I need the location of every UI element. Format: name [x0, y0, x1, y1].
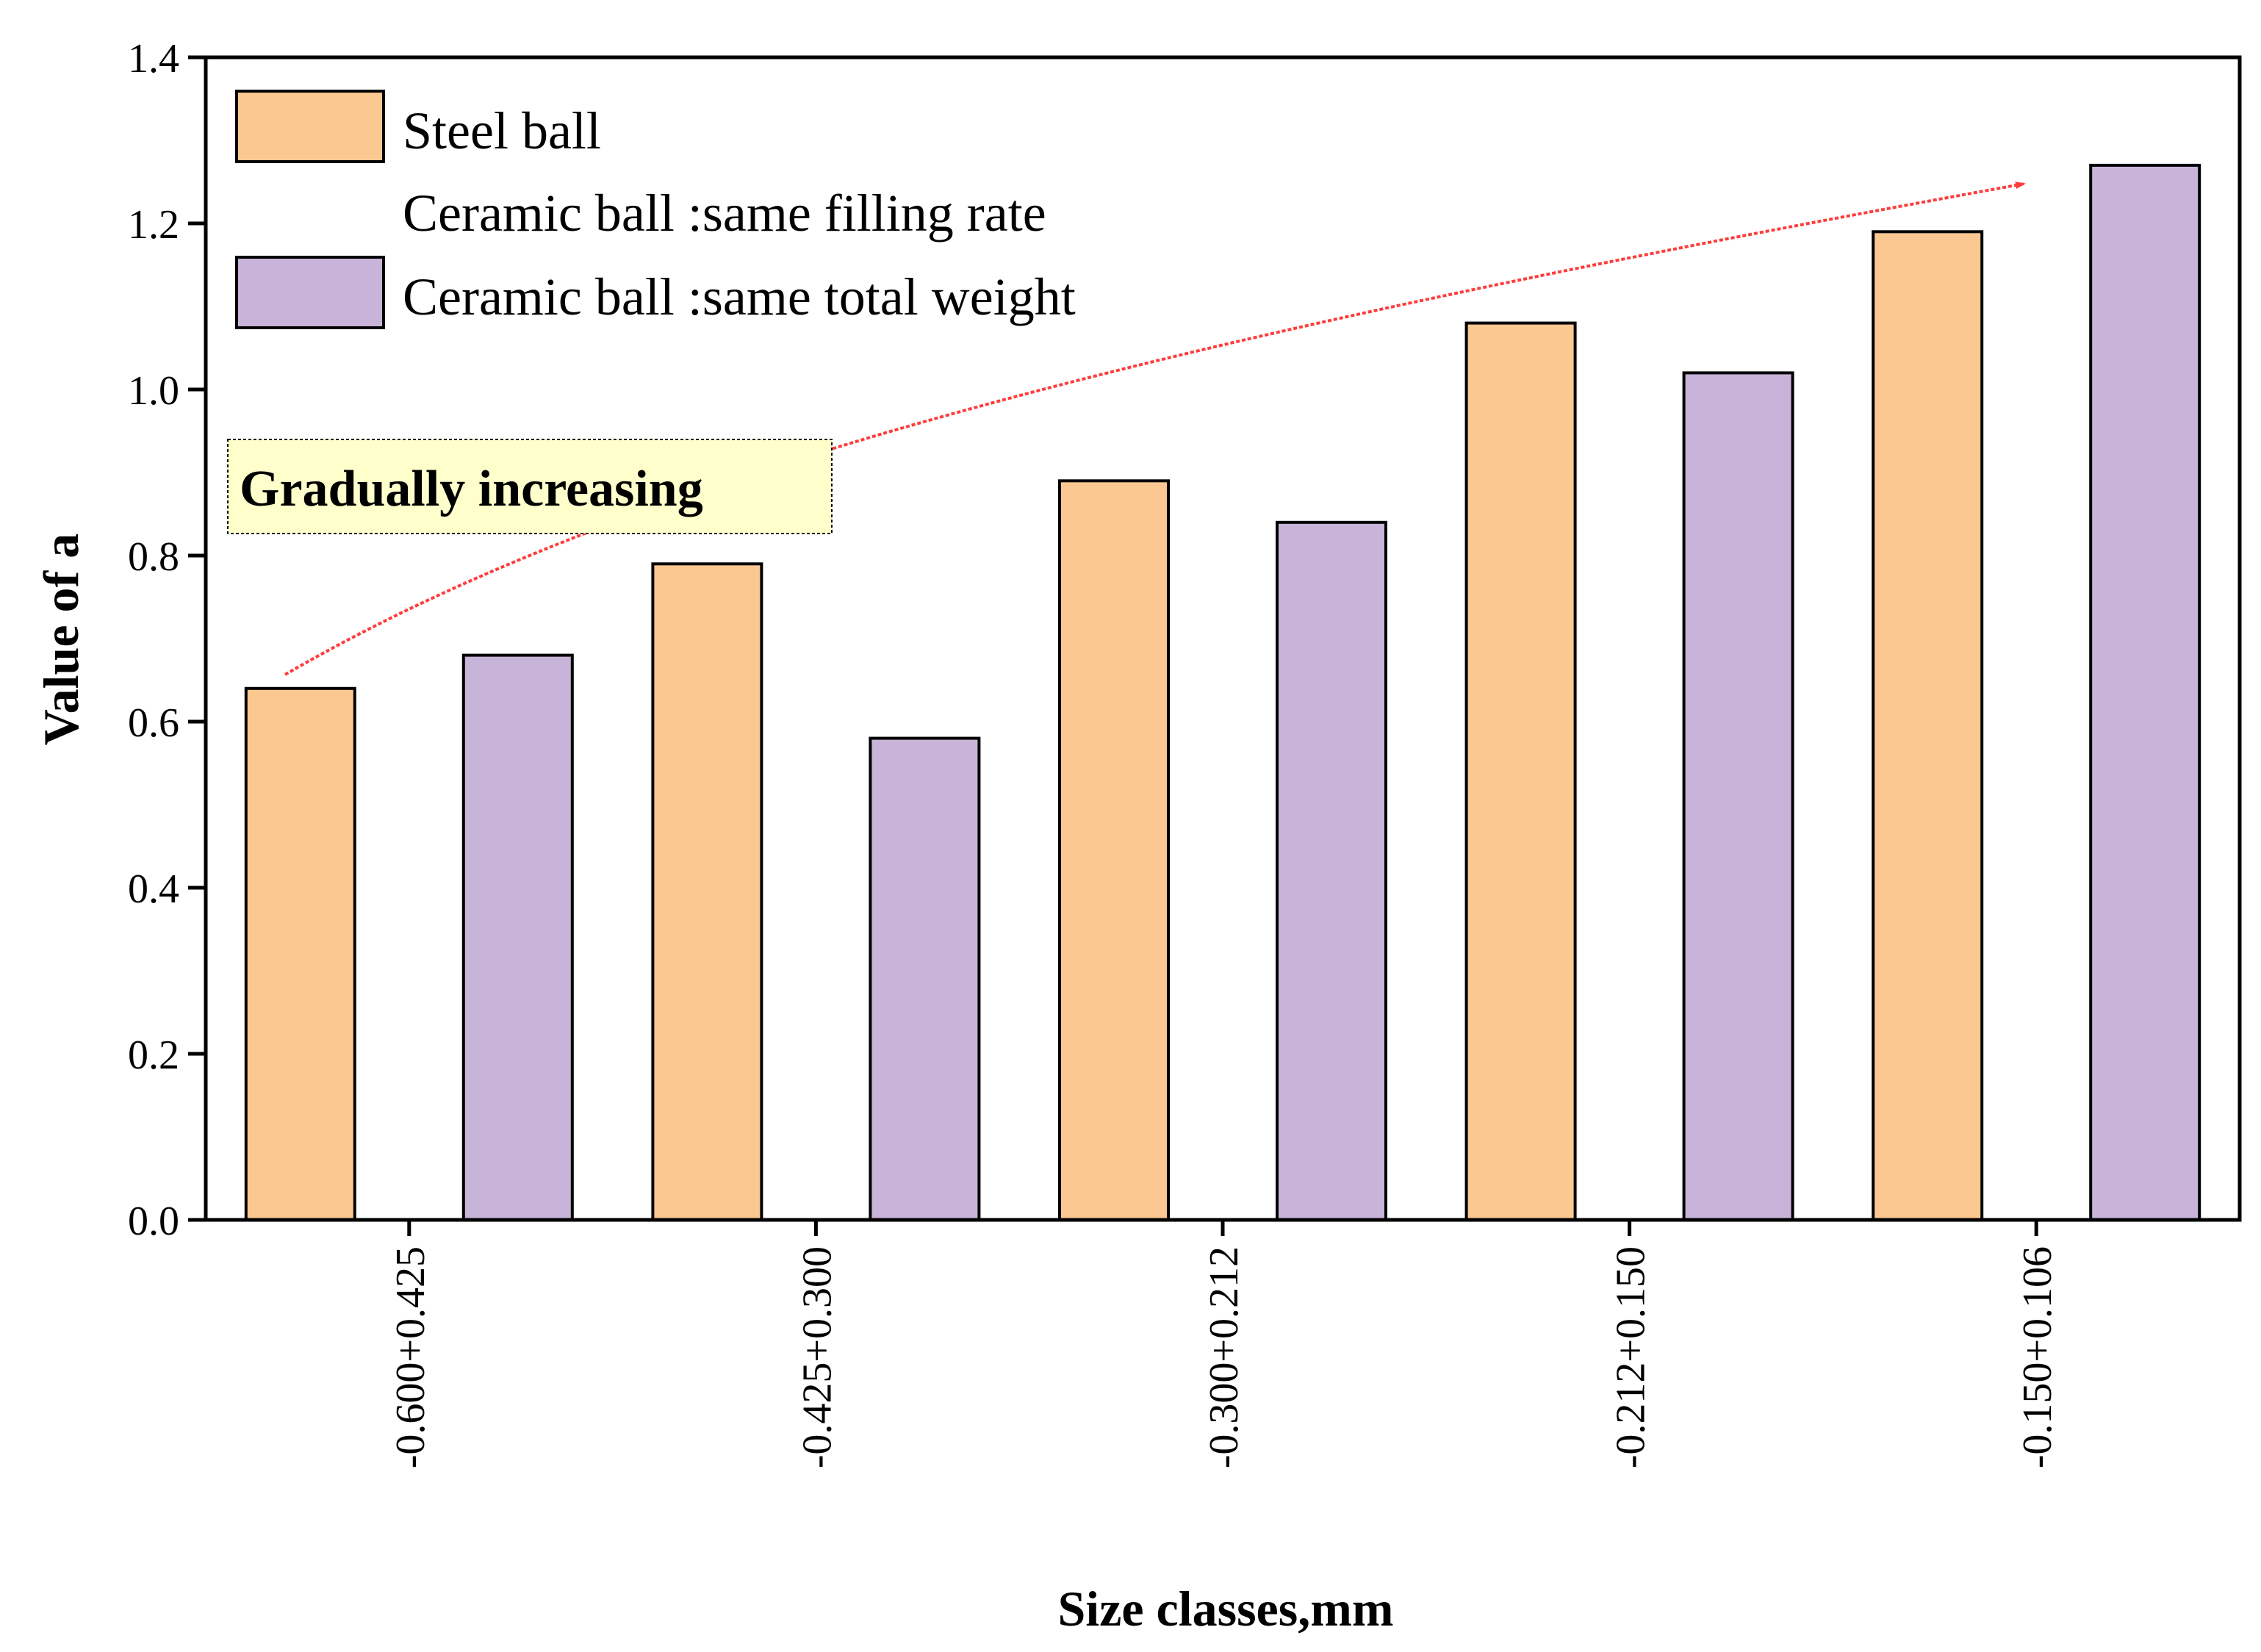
y-tick-label: 0.4 [128, 866, 179, 912]
legend-swatch-steel-ball [235, 90, 385, 163]
legend-label-ceramic-filling-rate: Ceramic ball :same filling rate [403, 184, 1046, 243]
y-tick-label: 0.8 [128, 534, 179, 580]
annotation-box [227, 439, 833, 534]
x-category-label: -0.600+0.425 [388, 1246, 434, 1468]
legend-label-steel-ball: Steel ball [403, 101, 601, 160]
bar-steel-ball-4 [1872, 230, 1984, 1221]
x-category-label: -0.300+0.212 [1201, 1246, 1247, 1468]
y-axis-title: Value of a [33, 534, 89, 745]
x-category-label: -0.425+0.300 [794, 1246, 840, 1468]
y-tick-label: 0.0 [128, 1199, 179, 1244]
y-tick-label: 1.2 [128, 202, 179, 248]
legend-swatch-ceramic-total-weight [235, 256, 385, 329]
y-tick-label: 1.0 [128, 368, 179, 414]
legend-label-ceramic-total-weight: Ceramic ball :same total weight [403, 267, 1076, 326]
legend: Steel ball Ceramic ball :same filling ra… [235, 90, 1076, 329]
annotation-text: Gradually increasing [240, 461, 703, 517]
bar-ceramic-total-weight-1 [869, 736, 981, 1221]
trend-arrow [284, 182, 2026, 676]
bar-steel-ball-1 [651, 562, 763, 1221]
bar-ceramic-total-weight-2 [1276, 520, 1387, 1221]
x-axis-ticks: -0.600+0.425 -0.425+0.300 -0.300+0.212 -0.2… [388, 1220, 2060, 1468]
bar-steel-ball-3 [1464, 321, 1577, 1222]
y-tick-label: 1.4 [128, 36, 179, 82]
x-axis-title: Size classes,mm [1057, 1581, 1393, 1637]
bar-ceramic-total-weight-0 [461, 653, 574, 1221]
y-tick-label: 0.6 [128, 700, 179, 746]
bar-ceramic-total-weight-3 [1682, 371, 1794, 1221]
x-category-label: -0.150+0.106 [2015, 1246, 2060, 1468]
plot-frame [204, 55, 2242, 1222]
bars-group [244, 163, 2201, 1222]
y-axis-ticks: 0.0 0.2 0.4 0.6 0.8 1.0 1.2 1.4 [128, 36, 206, 1244]
bar-steel-ball-2 [1058, 479, 1170, 1221]
bar-ceramic-total-weight-4 [2089, 163, 2201, 1221]
x-category-label: -0.212+0.150 [1608, 1246, 1654, 1468]
bar-steel-ball-0 [244, 686, 356, 1221]
y-tick-label: 0.2 [128, 1032, 179, 1078]
